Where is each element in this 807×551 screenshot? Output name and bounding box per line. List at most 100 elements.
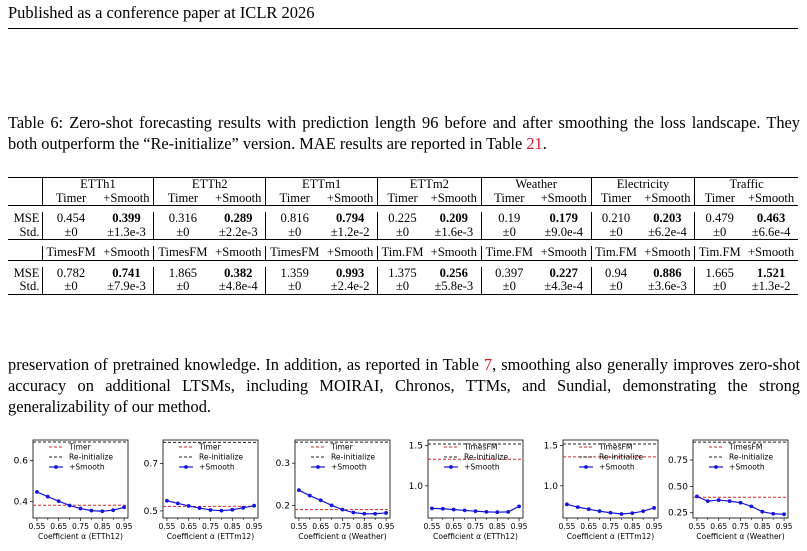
table-cell: 0.816 (265, 211, 324, 226)
table-cell: ±0 (590, 279, 641, 294)
paragraph-end: , smoothing also generally improves zero… (8, 355, 801, 416)
table-cell-bold: 0.382 (224, 265, 253, 280)
model-header-row-2: TimesFM +Smooth TimesFM +Smooth TimesFM +Smoo… (8, 245, 798, 260)
legend-marker (584, 465, 588, 469)
caption-end: . (542, 134, 547, 153)
data-point (307, 493, 312, 498)
x-tick-label: 0.65 (312, 522, 329, 531)
table-cell: 0.993 (323, 266, 377, 281)
legend-label: Re-initialize (69, 453, 113, 462)
dataset-header: ETTh2 (153, 177, 266, 192)
table-cell-bold: 0.794 (335, 211, 365, 225)
x-tick-label: 0.85 (754, 522, 771, 531)
data-point (641, 509, 646, 514)
table-cell: ±0 (153, 225, 212, 240)
table-cell: ±6.2e-4 (648, 224, 687, 239)
legend-label: Timer (330, 443, 354, 452)
dataset-header: Traffic (694, 177, 798, 192)
legend-marker (714, 465, 718, 469)
y-tick-label: 1.0 (544, 482, 559, 492)
x-tick-label: 0.65 (50, 522, 67, 531)
plot-6: 0.55 0.65 0.75 0.85 0.950.250.500.75Coeffici… (668, 439, 793, 541)
data-point (165, 498, 169, 503)
table-cell: 0.479 (694, 211, 745, 226)
legend-label: +Smooth (599, 463, 635, 472)
data-point (45, 494, 50, 499)
table-cell: ±0 (694, 225, 745, 240)
y-tick-label: 0.50 (668, 482, 688, 492)
table-21-link[interactable]: 21 (526, 134, 543, 153)
model-header: +Smooth (644, 190, 691, 205)
x-tick-label: 0.85 (624, 522, 641, 531)
data-point (597, 509, 602, 514)
model-header: Timer (265, 191, 324, 206)
x-tick-label: 0.65 (180, 522, 197, 531)
caption-text: Table 6: Zero-shot forecasting results w… (8, 113, 800, 153)
x-tick-label: 0.55 (158, 522, 175, 531)
model-header: Timer (480, 191, 537, 206)
data-point (241, 505, 246, 510)
legend-label: Re-initialize (464, 453, 508, 462)
model-header: Timer (694, 191, 745, 206)
data-point (738, 500, 743, 505)
x-tick-label: 0.95 (246, 522, 263, 531)
table-cell-bold: 0.256 (439, 265, 468, 280)
data-point (219, 508, 224, 513)
model-header: +Smooth (103, 245, 150, 259)
table-cell: ±0 (480, 225, 537, 240)
table-cell: 1.865 (153, 266, 212, 280)
data-point (586, 507, 591, 512)
x-tick-label: 0.85 (224, 522, 241, 531)
legend-label: TimesFM (728, 443, 762, 452)
table-cell: ±0 (41, 225, 100, 240)
data-point (362, 511, 367, 516)
data-point (575, 505, 580, 510)
plot-4: 0.55 0.65 0.75 0.85 0.95 1.0 1.5 Coefficient α … (409, 439, 528, 541)
table-cell: ±0 (265, 279, 324, 294)
table-cell: ±7.9e-3 (107, 279, 146, 293)
data-point (473, 509, 478, 514)
table-7-link[interactable]: 7 (483, 355, 493, 374)
data-point (122, 505, 126, 510)
model-header: TimesFM (265, 245, 324, 260)
table-cell: ±5.8e-3 (434, 279, 474, 293)
model-header: +Smooth (747, 190, 795, 205)
metric-label: Std. (19, 279, 40, 293)
table-rule (8, 205, 798, 206)
x-tick-label: 0.55 (423, 522, 440, 531)
data-point (517, 504, 521, 509)
table-cell: ±4.3e-4 (544, 279, 584, 293)
table-rule (8, 259, 798, 261)
data-point (175, 501, 180, 506)
table-cell: 0.225 (377, 211, 427, 226)
model-header: +Smooth (326, 245, 374, 259)
data-point (186, 504, 191, 508)
table-caption: Table 6: Zero-shot forecasting results w… (8, 112, 800, 154)
legend-marker (449, 465, 453, 469)
dataset-header: ETTm1 (265, 177, 378, 192)
body-paragraph: preservation of pretrained knowledge. In… (8, 354, 800, 417)
data-point (716, 498, 721, 502)
data-point (495, 510, 500, 515)
table-cell: 0.210 (590, 211, 641, 226)
x-tick-label: 0.95 (646, 522, 663, 531)
data-point (462, 508, 467, 513)
data-point (351, 510, 356, 515)
x-tick-label: 0.75 (202, 522, 219, 531)
x-axis-label: Coefficient α (ETTh12) (38, 532, 123, 541)
data-point (652, 506, 656, 510)
table-cell: 0.256 (427, 265, 481, 281)
data-point (630, 511, 635, 516)
legend-label: TimesFM (463, 443, 497, 452)
legend-label: TimesFM (598, 443, 632, 452)
plot-1: 0.55 0.65 0.75 0.85 0.95 0.4 0.6 Coefficient α … (14, 439, 133, 541)
model-header: TimesFM (153, 245, 212, 260)
table-cell-bold: 0.209 (439, 211, 468, 225)
table-cell-bold: 0.886 (653, 265, 682, 280)
legend-marker (316, 465, 320, 469)
model-header: Timer (590, 191, 641, 206)
